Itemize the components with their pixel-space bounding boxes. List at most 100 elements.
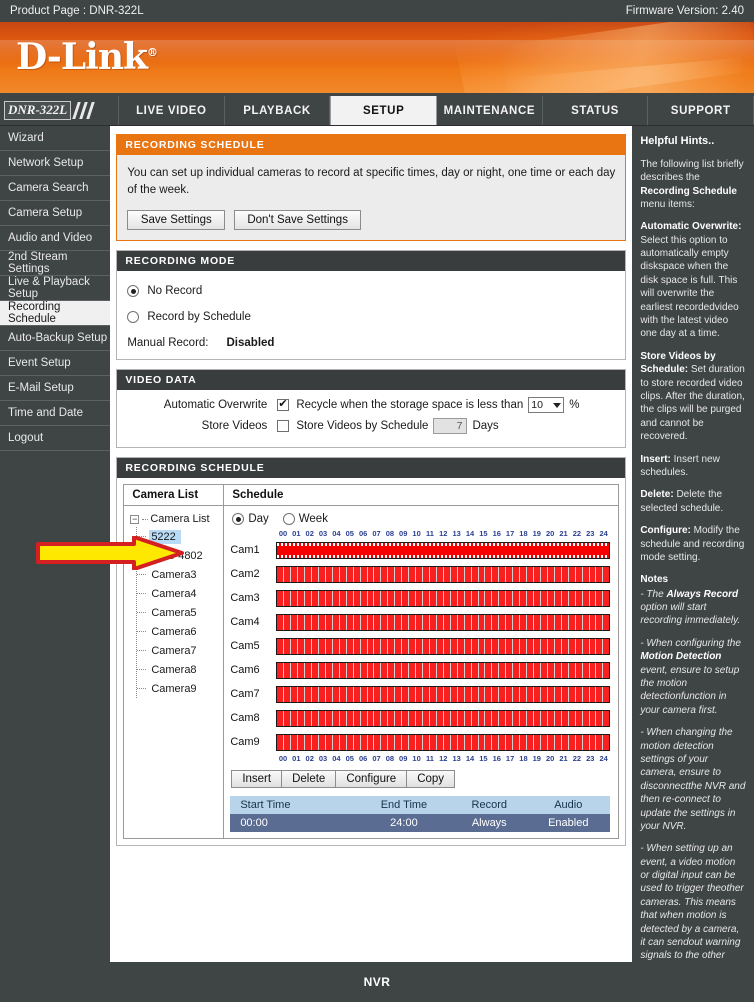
timeline-segment[interactable] [353, 710, 361, 726]
timeline-segment[interactable] [450, 686, 458, 702]
timeline-segment[interactable] [395, 590, 403, 606]
timeline-segment[interactable] [499, 590, 507, 606]
timeline-segment[interactable] [284, 614, 292, 630]
dont-save-settings-button[interactable]: Don't Save Settings [234, 210, 361, 231]
camera-tree-item[interactable]: Camera8 [137, 660, 219, 679]
timeline-segment[interactable] [506, 662, 514, 678]
timeline-segment[interactable] [409, 686, 417, 702]
timeline-segment[interactable] [277, 686, 285, 702]
timeline-segment[interactable] [443, 662, 451, 678]
timeline-segment[interactable] [506, 590, 514, 606]
timeline-segment[interactable] [423, 590, 430, 606]
timeline-segment[interactable] [568, 662, 576, 678]
copy-button[interactable]: Copy [406, 770, 456, 789]
timeline-segment[interactable] [305, 566, 312, 582]
timeline-segment[interactable] [284, 662, 292, 678]
timeline-segment[interactable] [443, 686, 451, 702]
timeline-segment[interactable] [450, 734, 458, 750]
timeline-segment[interactable] [277, 710, 285, 726]
timeline-segment[interactable] [312, 590, 319, 606]
timeline-segment[interactable] [492, 614, 500, 630]
timeline-segment[interactable] [443, 614, 451, 630]
timeline-segment[interactable] [506, 638, 514, 654]
timeline-segment[interactable] [582, 590, 590, 606]
timeline-segment[interactable] [568, 734, 576, 750]
timeline-segment[interactable] [443, 638, 451, 654]
timeline-bar[interactable] [276, 565, 611, 583]
timeline-segment[interactable] [513, 710, 521, 726]
sidebar-item-camera-search[interactable]: Camera Search [0, 176, 111, 201]
timeline-segment[interactable] [346, 590, 354, 606]
timeline-segment[interactable] [416, 662, 423, 678]
timeline-segment[interactable] [603, 566, 610, 582]
timeline-segment[interactable] [339, 566, 347, 582]
timeline-segment[interactable] [402, 590, 410, 606]
timeline-segment[interactable] [284, 590, 292, 606]
timeline-segment[interactable] [596, 686, 604, 702]
timeline-segment[interactable] [471, 590, 479, 606]
timeline-segment[interactable] [409, 662, 417, 678]
timeline-segment[interactable] [312, 638, 319, 654]
timeline-segment[interactable] [429, 734, 437, 750]
timeline-segment[interactable] [596, 566, 604, 582]
sidebar-item-wizard[interactable]: Wizard [0, 126, 111, 151]
timeline-segment[interactable] [589, 662, 597, 678]
timeline-segment[interactable] [339, 734, 347, 750]
timeline-segment[interactable] [346, 662, 354, 678]
timeline-segment[interactable] [318, 566, 326, 582]
timeline-segment[interactable] [471, 638, 479, 654]
timeline-segment[interactable] [388, 638, 396, 654]
timeline-segment[interactable] [339, 590, 347, 606]
timeline-segment[interactable] [596, 614, 604, 630]
timeline-segment[interactable] [457, 734, 465, 750]
timeline-segment[interactable] [325, 710, 333, 726]
timeline-segment[interactable] [554, 638, 562, 654]
timeline-segment[interactable] [534, 710, 541, 726]
timeline-segment[interactable] [540, 590, 548, 606]
timeline-segment[interactable] [277, 734, 285, 750]
timeline-segment[interactable] [527, 614, 534, 630]
radio-record-by-schedule[interactable]: Record by Schedule [127, 311, 615, 324]
timeline-segment[interactable] [547, 566, 555, 582]
timeline-segment[interactable] [395, 662, 403, 678]
timeline-segment[interactable] [367, 710, 375, 726]
timeline-segment[interactable] [374, 734, 382, 750]
timeline-segment[interactable] [554, 662, 562, 678]
timeline-segment[interactable] [429, 686, 437, 702]
timeline-segment[interactable] [367, 734, 375, 750]
timeline-segment[interactable] [464, 566, 472, 582]
timeline-segment[interactable] [346, 614, 354, 630]
timeline-segment[interactable] [360, 590, 368, 606]
camera-tree-item[interactable]: Camera3 [137, 565, 219, 584]
timeline-segment[interactable] [374, 710, 382, 726]
timeline-segment[interactable] [277, 614, 285, 630]
timeline-segment[interactable] [402, 566, 410, 582]
timeline-segment[interactable] [485, 590, 493, 606]
timeline-segment[interactable] [416, 710, 423, 726]
timeline-segment[interactable] [395, 614, 403, 630]
timeline-segment[interactable] [284, 710, 292, 726]
radio-no-record[interactable]: No Record [127, 285, 615, 298]
timeline-segment[interactable] [374, 686, 382, 702]
timeline-segment[interactable] [298, 590, 306, 606]
camera-tree-root[interactable]: − Camera List [130, 513, 219, 525]
timeline-segment[interactable] [395, 566, 403, 582]
timeline-segment[interactable] [388, 566, 396, 582]
timeline-segment[interactable] [388, 710, 396, 726]
timeline-segment[interactable] [360, 710, 368, 726]
timeline-segment[interactable] [388, 662, 396, 678]
radio-week-icon[interactable] [282, 513, 295, 526]
timeline-segment[interactable] [534, 662, 541, 678]
timeline-segment[interactable] [360, 566, 368, 582]
insert-button[interactable]: Insert [231, 770, 283, 789]
timeline-segment[interactable] [499, 710, 507, 726]
timeline-segment[interactable] [360, 662, 368, 678]
timeline-segment[interactable] [423, 710, 430, 726]
timeline-bar[interactable] [276, 589, 611, 607]
timeline-segment[interactable] [457, 686, 465, 702]
timeline-segment[interactable] [547, 590, 555, 606]
timeline-segment[interactable] [527, 662, 534, 678]
timeline-segment[interactable] [277, 566, 285, 582]
timeline-segment[interactable] [332, 710, 340, 726]
timeline-segment[interactable] [554, 686, 562, 702]
